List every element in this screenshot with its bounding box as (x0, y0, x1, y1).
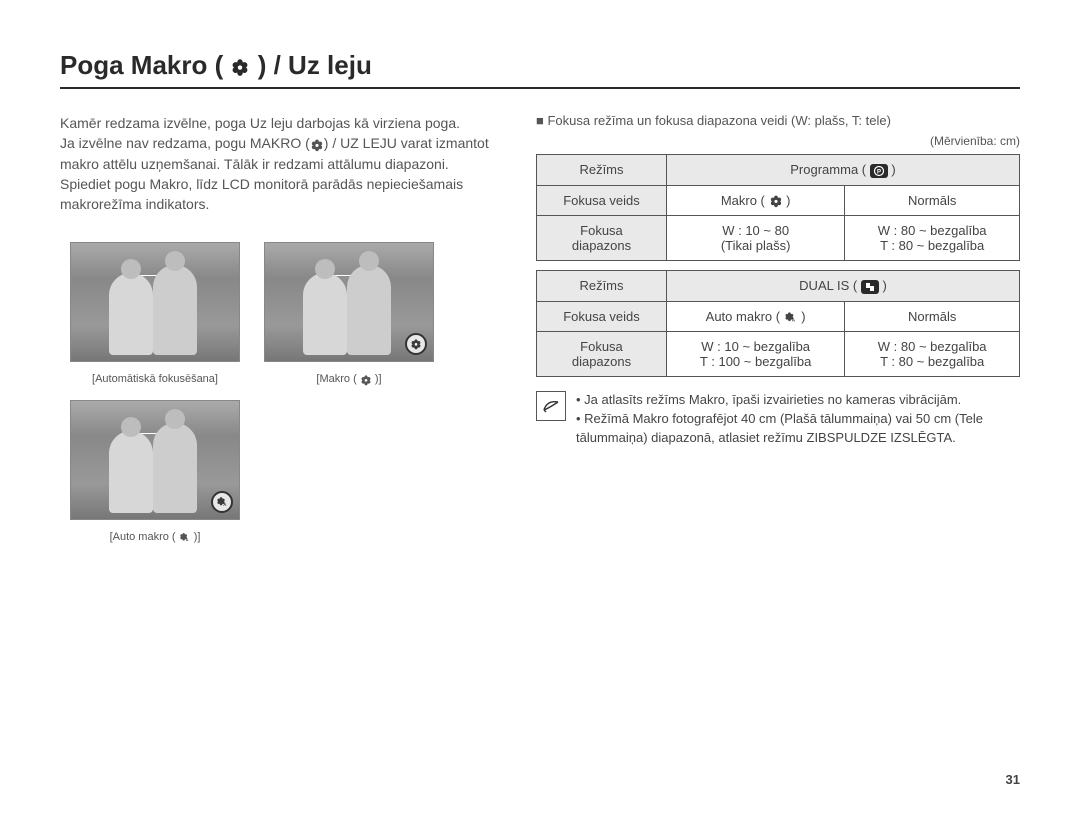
prog-normal-a: W : 80 ~ bezgalība (878, 223, 987, 238)
dual-macro-b: T : 100 ~ bezgalība (700, 354, 811, 369)
shot-block-3: [Auto makro ( )] (70, 400, 240, 543)
shot3-caption: [Auto makro ( )] (70, 531, 240, 543)
intro-text: Kamēr redzama izvēlne, poga Uz leju darb… (60, 113, 500, 214)
automacro-icon (179, 531, 191, 543)
page-number: 31 (1006, 772, 1020, 787)
focus-table: Režīms Programma ( ) Fokusa veids Makro … (536, 154, 1020, 377)
prog-macro-a: W : 10 ~ 80 (722, 223, 789, 238)
program-mode-icon (870, 164, 888, 178)
program-prefix: Programma ( (790, 162, 869, 177)
note-item-1: Ja atlasīts režīms Makro, īpaši izvairie… (576, 391, 1020, 410)
dualis-prefix: DUAL IS ( (799, 278, 861, 293)
automacro-badge-icon (211, 491, 233, 513)
screenshot-autofocus (70, 242, 240, 362)
cell-macro-type: Makro ( ) (666, 185, 844, 216)
macro-prefix: Makro ( (721, 193, 769, 208)
title-suffix: ) / Uz leju (250, 50, 371, 80)
cell-automacro-type: Auto makro ( ) (666, 301, 844, 332)
shot2-caption: [Makro ( )] (264, 373, 434, 385)
program-suffix: ) (888, 162, 896, 177)
flower-icon (360, 374, 372, 386)
screenshot-macro (264, 242, 434, 362)
prog-macro-b: (Tikai plašs) (721, 238, 791, 253)
cell-normal-type-2: Normāls (845, 301, 1020, 332)
intro-line4: Spiediet pogu Makro, līdz LCD monitorā p… (60, 176, 463, 212)
automacro-suffix: ) (798, 309, 806, 324)
shot3-caption-prefix: [Auto makro ( (110, 531, 179, 543)
range-label-a2: Fokusa (580, 339, 623, 354)
note-block: Ja atlasīts režīms Makro, īpaši izvairie… (536, 391, 1020, 448)
screenshot-automacro (70, 400, 240, 520)
page-title: Poga Makro ( ) / Uz leju (60, 50, 1020, 89)
shot1-caption: [Automātiskā fokusēšana] (70, 373, 240, 385)
prog-normal-b: T : 80 ~ bezgalība (880, 238, 984, 253)
shot3-caption-suffix: )] (191, 531, 201, 543)
shot-block-2: [Makro ( )] (264, 242, 434, 385)
right-head-text: Fokusa režīma un fokusa diapazona veidi … (547, 113, 890, 128)
note-icon (536, 391, 566, 421)
cell-focus-type-label: Fokusa veids (537, 185, 667, 216)
title-prefix: Poga Makro ( (60, 50, 230, 80)
cell-normal-type: Normāls (845, 185, 1020, 216)
intro-line3: makro attēlu uzņemšanai. Tālāk ir redzam… (60, 156, 449, 172)
flower-icon (769, 194, 783, 208)
cell-mode-label: Režīms (537, 155, 667, 186)
bullet: ■ (536, 113, 547, 128)
flower-icon (230, 57, 250, 77)
intro-line2a: Ja izvēlne nav redzama, pogu MAKRO ( (60, 135, 310, 151)
cell-focus-type-label-2: Fokusa veids (537, 301, 667, 332)
shot2-caption-suffix: )] (372, 373, 382, 385)
dual-normal-b: T : 80 ~ bezgalība (880, 354, 984, 369)
macro-badge-icon (405, 333, 427, 355)
shot-block-1: [Automātiskā fokusēšana] (70, 242, 240, 385)
note-item-2: Režīmā Makro fotografējot 40 cm (Plašā t… (576, 410, 1020, 448)
screenshot-grid: [Automātiskā fokusēšana] [Makro ( )] [Au… (70, 242, 500, 542)
cell-dual-macro-range: W : 10 ~ bezgalība T : 100 ~ bezgalība (666, 332, 844, 377)
macro-suffix: ) (783, 193, 791, 208)
cell-dualis-mode: DUAL IS ( ) (666, 271, 1019, 302)
right-heading: ■ Fokusa režīma un fokusa diapazona veid… (536, 113, 1020, 128)
note-list: Ja atlasīts režīms Makro, īpaši izvairie… (576, 391, 1020, 448)
range-label-a: Fokusa (580, 223, 623, 238)
range-label-b2: diapazons (572, 354, 631, 369)
unit-label: (Mērvienība: cm) (536, 134, 1020, 148)
flower-icon (310, 138, 324, 152)
dual-normal-a: W : 80 ~ bezgalība (878, 339, 987, 354)
intro-line1: Kamēr redzama izvēlne, poga Uz leju darb… (60, 115, 460, 131)
automacro-icon (784, 310, 798, 324)
cell-prog-macro-range: W : 10 ~ 80 (Tikai plašs) (666, 216, 844, 261)
shot2-caption-prefix: [Makro ( (316, 373, 359, 385)
automacro-prefix: Auto makro ( (706, 309, 784, 324)
cell-mode-label-2: Režīms (537, 271, 667, 302)
dualis-mode-icon (861, 280, 879, 294)
cell-focus-range-label: Fokusa diapazons (537, 216, 667, 261)
cell-prog-normal-range: W : 80 ~ bezgalība T : 80 ~ bezgalība (845, 216, 1020, 261)
cell-program-mode: Programma ( ) (666, 155, 1019, 186)
dual-macro-a: W : 10 ~ bezgalība (701, 339, 810, 354)
cell-focus-range-label-2: Fokusa diapazons (537, 332, 667, 377)
intro-line2b: ) / UZ LEJU varat izmantot (324, 135, 489, 151)
range-label-b: diapazons (572, 238, 631, 253)
cell-dual-normal-range: W : 80 ~ bezgalība T : 80 ~ bezgalība (845, 332, 1020, 377)
dualis-suffix: ) (879, 278, 887, 293)
